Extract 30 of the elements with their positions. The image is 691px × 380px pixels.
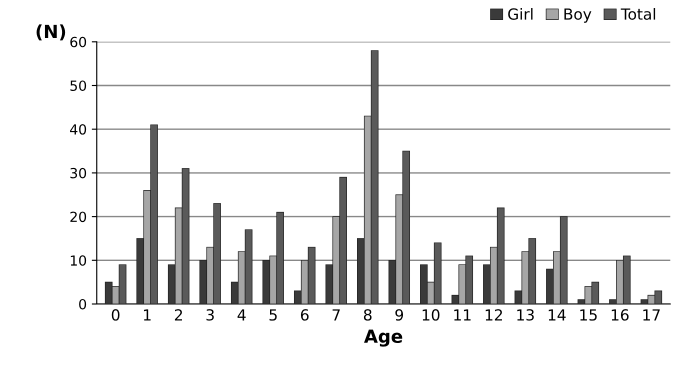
y-tick-label: 30 — [70, 168, 86, 178]
legend-label: Girl — [508, 8, 532, 20]
x-tick-label: 8 — [364, 309, 372, 321]
x-tick-label: 0 — [112, 309, 120, 321]
y-tick-label: 0 — [79, 298, 86, 310]
x-tick-label: 2 — [174, 309, 182, 320]
y-axis-title: (N) — [36, 24, 66, 40]
legend-label: Boy — [564, 8, 592, 23]
y-tick-label: 40 — [70, 124, 86, 135]
legend-label: Total — [620, 8, 656, 20]
x-tick-label: 3 — [206, 309, 214, 321]
x-tick-label: 10 — [422, 309, 440, 321]
x-axis-title: Age — [364, 330, 402, 347]
x-tick-label: 11 — [454, 309, 471, 320]
x-tick-label: 17 — [643, 309, 660, 320]
y-tick-label: 20 — [70, 212, 86, 222]
x-tick-label: 5 — [270, 309, 277, 321]
y-tick-label: 10 — [70, 255, 86, 266]
y-tick-label: 50 — [70, 80, 86, 91]
x-tick-label: 6 — [300, 309, 309, 321]
x-tick-label: 15 — [580, 309, 597, 321]
x-tick-label: 14 — [548, 309, 566, 320]
x-tick-label: 1 — [144, 309, 151, 320]
x-tick-label: 7 — [332, 309, 340, 320]
x-tick-label: 16 — [612, 309, 629, 321]
x-tick-label: 4 — [238, 309, 246, 320]
x-tick-label: 12 — [486, 309, 502, 320]
y-tick-label: 60 — [70, 36, 86, 48]
x-tick-label: 13 — [517, 309, 534, 321]
x-tick-label: 9 — [395, 309, 404, 321]
